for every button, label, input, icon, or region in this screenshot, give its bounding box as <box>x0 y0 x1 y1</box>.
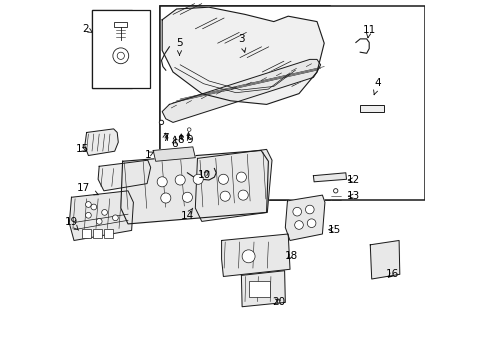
Circle shape <box>305 205 314 214</box>
Circle shape <box>236 172 246 182</box>
Polygon shape <box>285 195 325 240</box>
Circle shape <box>334 189 338 193</box>
Circle shape <box>238 190 248 200</box>
Text: 8: 8 <box>177 135 184 145</box>
Bar <box>92 10 149 88</box>
Bar <box>92 10 132 88</box>
Circle shape <box>293 207 301 216</box>
Circle shape <box>219 174 228 184</box>
Polygon shape <box>121 150 269 224</box>
Polygon shape <box>85 129 118 156</box>
Circle shape <box>157 177 167 187</box>
Polygon shape <box>370 240 400 279</box>
Polygon shape <box>314 173 346 182</box>
Polygon shape <box>153 147 196 161</box>
Polygon shape <box>98 160 151 191</box>
Text: 15: 15 <box>75 144 89 154</box>
Text: 17: 17 <box>77 183 98 195</box>
Circle shape <box>161 193 171 203</box>
Bar <box>160 6 330 200</box>
Bar <box>93 229 102 238</box>
Circle shape <box>102 210 107 215</box>
Circle shape <box>175 175 185 185</box>
Text: 15: 15 <box>328 225 341 235</box>
Text: 11: 11 <box>363 24 376 38</box>
Polygon shape <box>196 149 272 221</box>
Text: 6: 6 <box>171 139 177 149</box>
Circle shape <box>159 120 164 125</box>
Circle shape <box>220 191 230 201</box>
Circle shape <box>97 219 102 224</box>
Circle shape <box>182 192 193 202</box>
Polygon shape <box>162 7 324 104</box>
Circle shape <box>193 174 203 184</box>
Text: 14: 14 <box>181 208 194 221</box>
Bar <box>248 281 270 297</box>
Bar <box>104 229 113 238</box>
Text: 4: 4 <box>373 78 382 95</box>
Circle shape <box>187 128 191 131</box>
Text: 7: 7 <box>162 132 169 143</box>
Text: 2: 2 <box>83 24 93 34</box>
Circle shape <box>113 215 118 221</box>
Bar <box>360 105 384 112</box>
Text: 5: 5 <box>176 38 183 55</box>
Text: 20: 20 <box>272 297 286 307</box>
Text: 18: 18 <box>285 251 298 261</box>
Polygon shape <box>242 271 285 307</box>
Polygon shape <box>69 191 133 240</box>
Text: 3: 3 <box>238 34 246 52</box>
Bar <box>114 22 127 27</box>
Polygon shape <box>221 234 290 276</box>
Polygon shape <box>162 59 320 122</box>
Circle shape <box>91 204 97 210</box>
Text: 1: 1 <box>145 150 154 160</box>
Circle shape <box>242 250 255 263</box>
Circle shape <box>86 212 91 218</box>
Bar <box>160 6 425 200</box>
Text: 19: 19 <box>65 217 78 230</box>
Circle shape <box>86 202 91 207</box>
Text: 12: 12 <box>347 175 360 185</box>
Text: 10: 10 <box>198 170 211 180</box>
Circle shape <box>294 221 303 229</box>
Bar <box>82 229 91 238</box>
Circle shape <box>307 219 316 228</box>
Text: 16: 16 <box>386 269 399 279</box>
Text: 13: 13 <box>346 191 360 201</box>
Text: 9: 9 <box>186 135 193 145</box>
